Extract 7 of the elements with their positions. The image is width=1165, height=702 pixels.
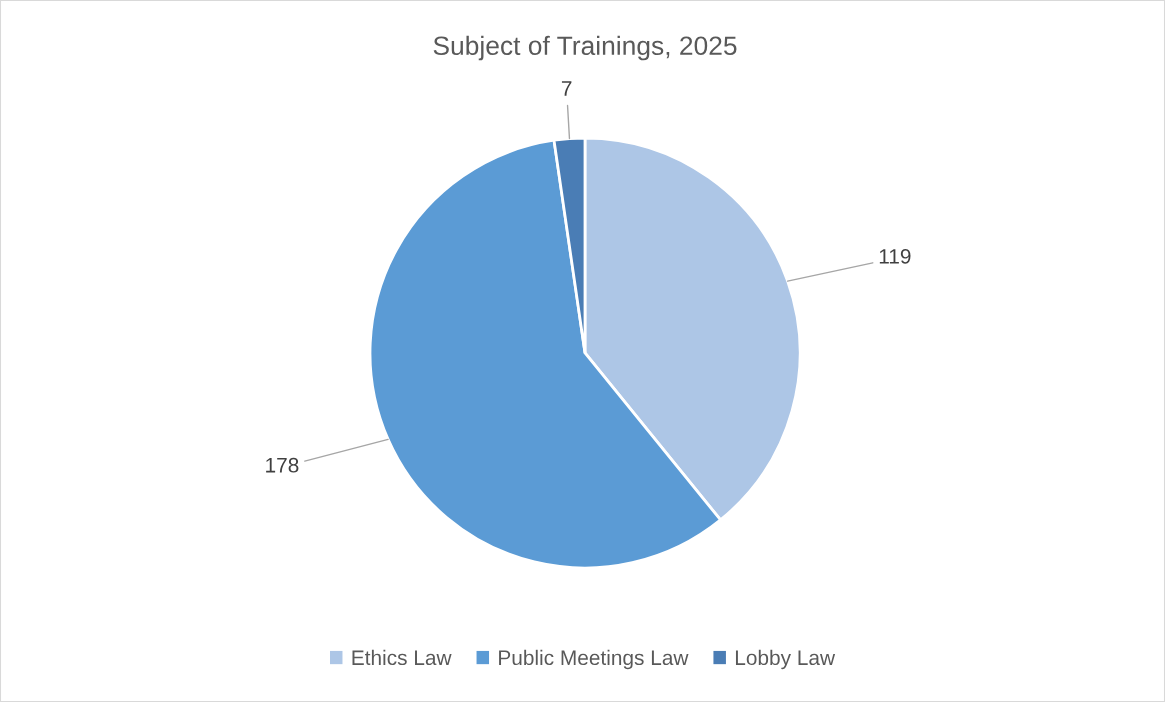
data-label: 7 <box>561 81 572 96</box>
legend-label: Ethics Law <box>352 649 452 666</box>
legend-label: Public Meetings Law <box>499 649 689 670</box>
data-label: 119 <box>879 248 911 264</box>
chart-title: Subject of Trainings, 2025 <box>433 35 737 61</box>
data-label: 178 <box>266 457 299 473</box>
legend-label: Lobby Law <box>735 649 836 670</box>
